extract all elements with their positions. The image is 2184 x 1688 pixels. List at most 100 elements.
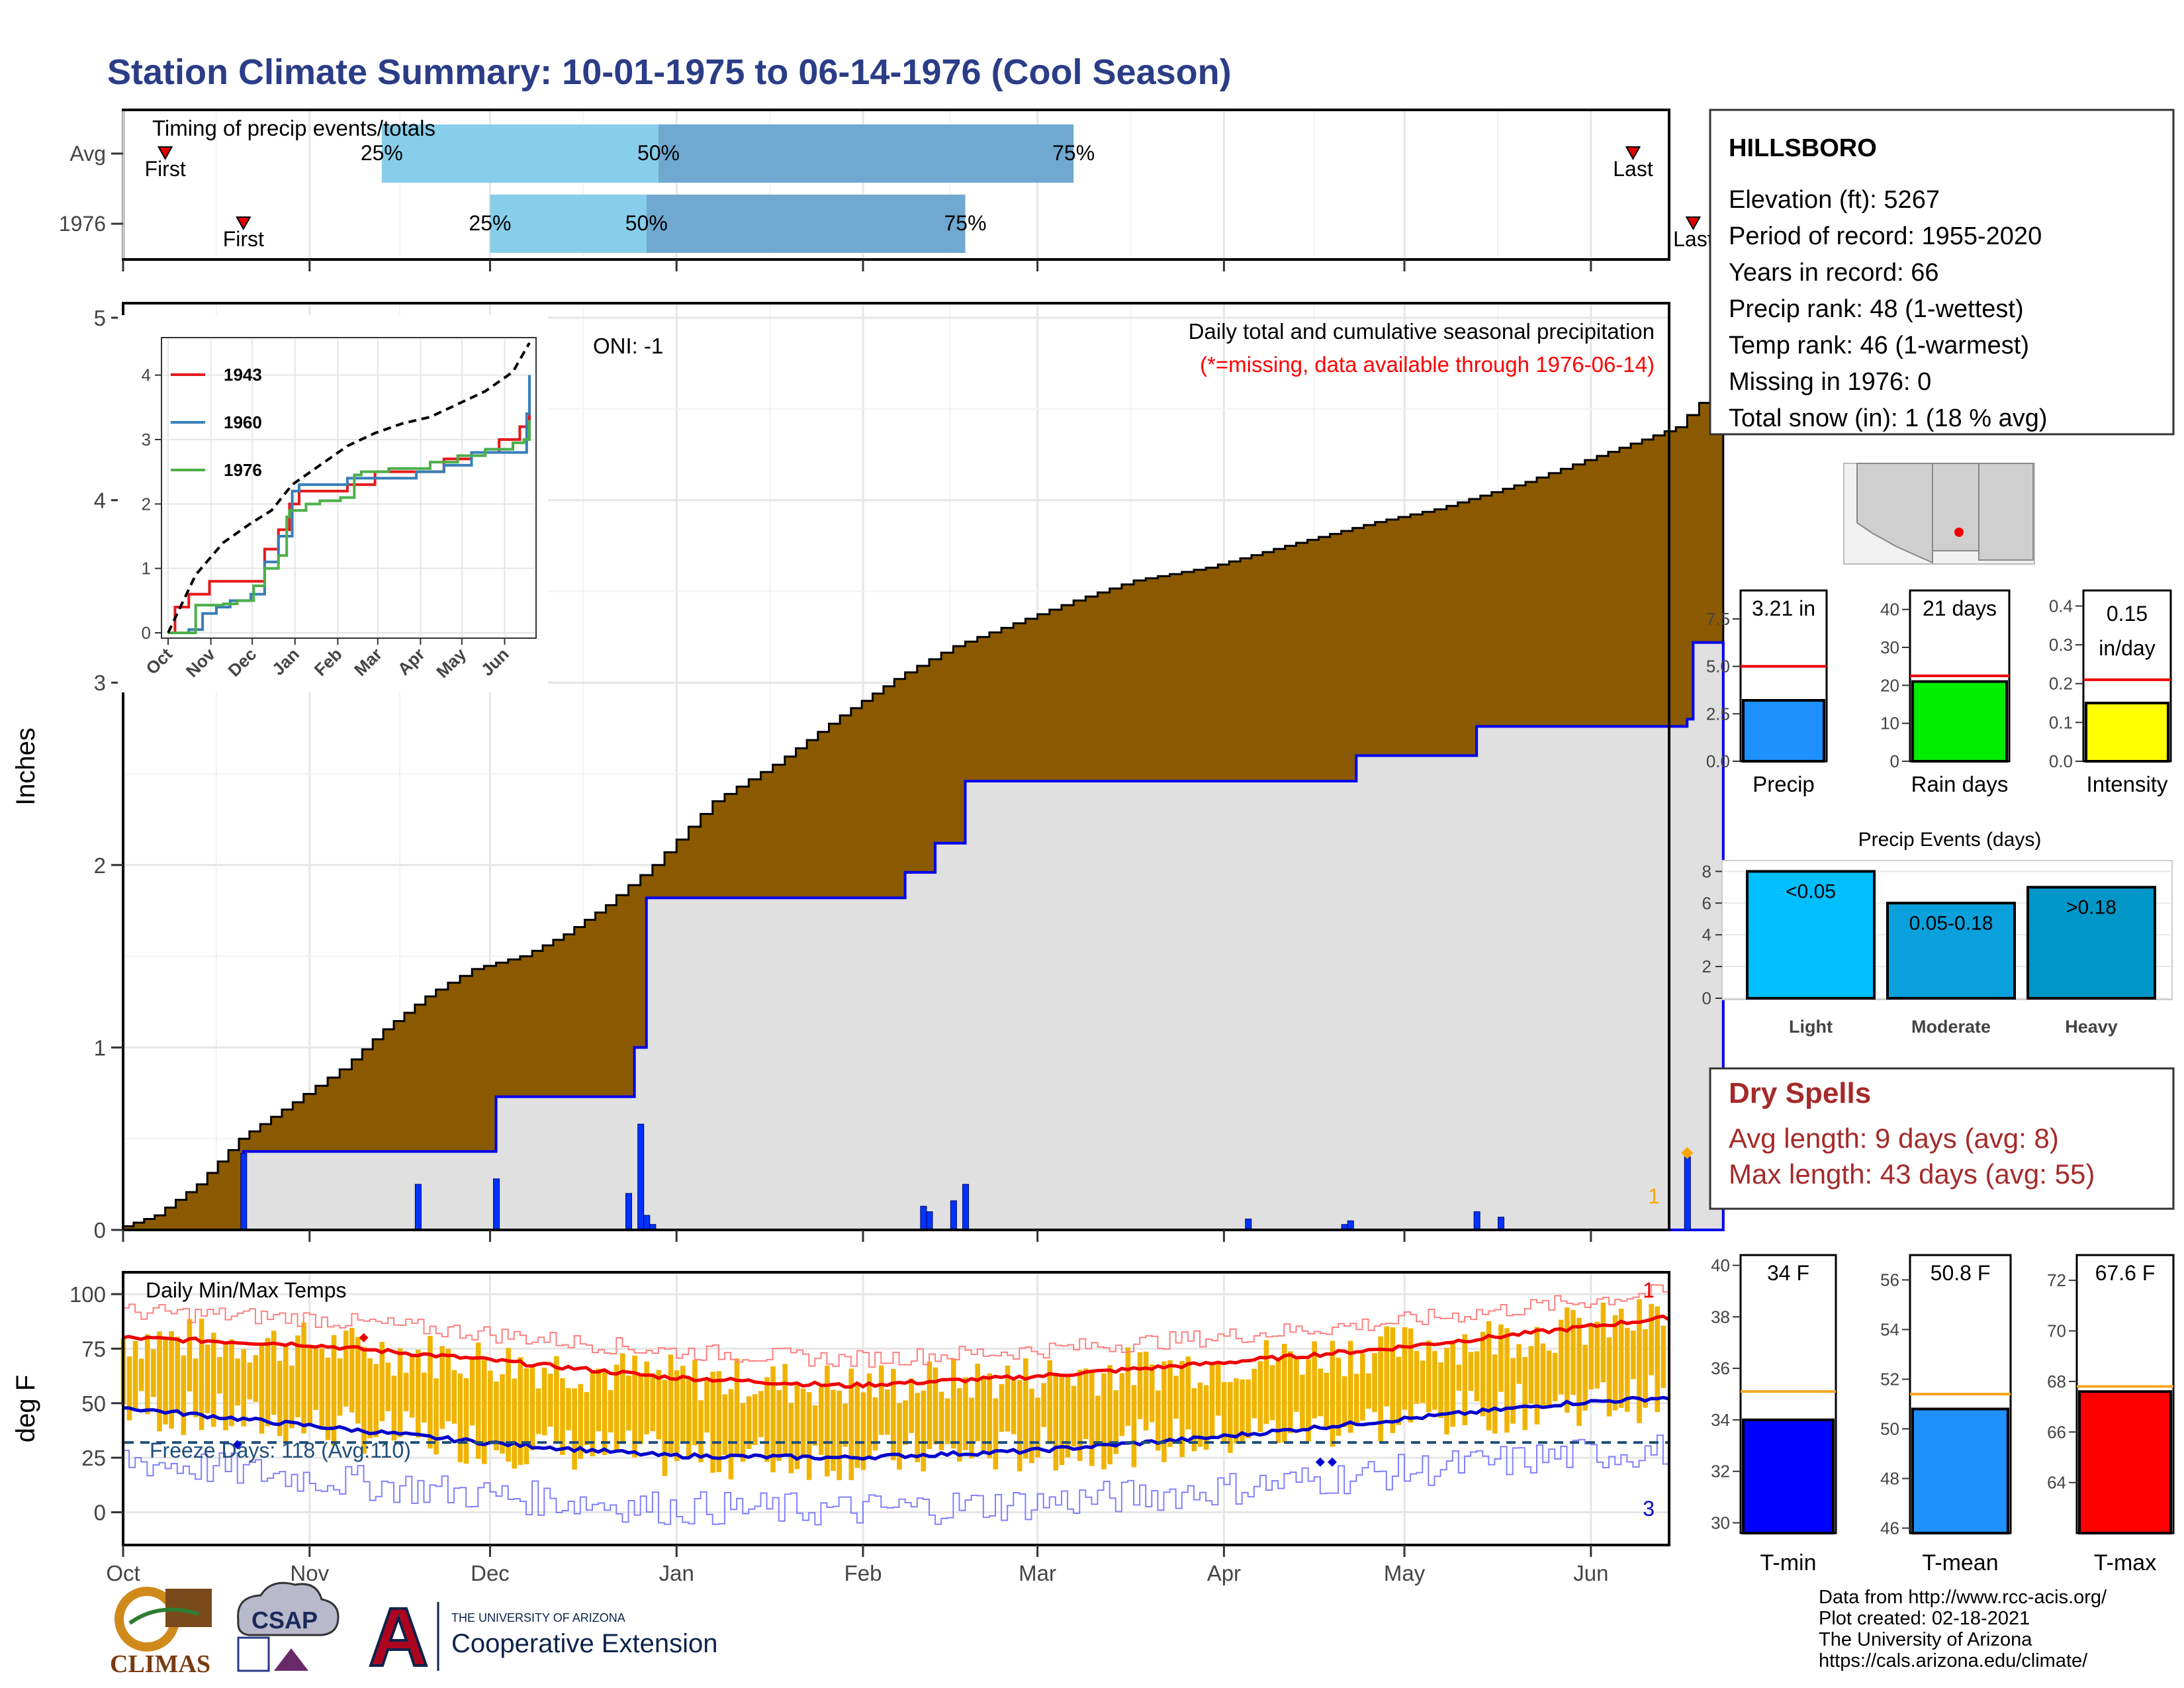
temp-day-bar-134 [927, 1361, 933, 1449]
temp-day-bar-160 [1083, 1368, 1089, 1440]
inset-frame [161, 337, 537, 639]
avg-bar-25-50 [381, 124, 659, 183]
temp-day-bar-87 [644, 1361, 649, 1434]
daily-precip-bar-2 [493, 1178, 500, 1231]
temp-day-bar-149 [1017, 1380, 1023, 1472]
temp-day-bar-190 [1263, 1340, 1269, 1425]
daily-precip-bar-3 [625, 1193, 633, 1231]
temp-day-bar-171 [1149, 1364, 1155, 1423]
tmin-value: 34 F [1767, 1261, 1809, 1285]
temp-day-bar-1 [126, 1356, 132, 1421]
temp-xtick-label-3: Jan [659, 1561, 694, 1585]
temp-day-bar-247 [1606, 1337, 1612, 1417]
temp-day-bar-42 [373, 1364, 379, 1437]
temp-day-bar-74 [566, 1387, 571, 1430]
temp-day-bar-223 [1462, 1334, 1468, 1425]
events-category-label-2: Heavy [2065, 1017, 2118, 1037]
mr-ytick-label-2: 20 [1880, 675, 1899, 695]
temp-day-bar-204 [1347, 1340, 1353, 1433]
events-bar-0 [1746, 870, 1876, 1000]
temp-day-bar-30 [301, 1322, 306, 1434]
tmin-chart: 30 32 34 36 38 40 34 F T-min [1711, 1254, 1837, 1575]
temp-day-bar-75 [572, 1388, 577, 1470]
page-title: Station Climate Summary: 10-01-1975 to 0… [107, 52, 1232, 92]
mp-ytick-label-3: 7.5 [1706, 609, 1730, 629]
temp-day-bar-219 [1438, 1362, 1443, 1419]
temp-day-bar-8 [169, 1331, 174, 1429]
tm-ytick-label-0: 46 [1880, 1519, 1899, 1538]
temp-day-bar-11 [187, 1319, 193, 1391]
tmax-value: 67.6 F [2095, 1261, 2156, 1285]
climas-logo-swoosh [128, 1607, 199, 1625]
temp-day-bar-33 [319, 1348, 325, 1430]
temp-day-bar-25 [271, 1331, 277, 1415]
temp-day-bar-198 [1312, 1341, 1317, 1419]
temp-day-bar-224 [1468, 1352, 1474, 1391]
temp-day-bar-135 [933, 1367, 938, 1445]
inset-grid [163, 339, 535, 637]
temp-day-bar-145 [993, 1398, 999, 1470]
temp-day-bar-23 [259, 1344, 265, 1434]
temp-day-bar-165 [1113, 1390, 1118, 1454]
temp-day-bar-82 [614, 1364, 619, 1452]
missing-note: (*=missing, data available through 1976-… [1200, 352, 1655, 377]
temp-day-bar-228 [1492, 1354, 1498, 1434]
tmin-xlabel: T-min [1760, 1550, 1817, 1575]
events-ytick-label-1: 2 [1702, 957, 1711, 976]
temp-day-bar-108 [770, 1366, 776, 1473]
y1976-bar-50-75 [646, 195, 966, 253]
temp-day-bar-71 [547, 1374, 553, 1427]
precip-subtitle: Daily total and cumulative seasonal prec… [1189, 319, 1655, 344]
temp-day-bar-85 [632, 1355, 637, 1458]
temp-day-bar-127 [884, 1389, 890, 1435]
tmax-bar [2078, 1390, 2172, 1535]
events-bar-label-2: >0.18 [2066, 896, 2116, 918]
temp-day-bar-244 [1588, 1326, 1594, 1389]
mr-ytick-label-4: 40 [1880, 600, 1899, 620]
temp-day-bar-157 [1065, 1374, 1071, 1458]
events-bar-label-1: 0.05-0.18 [1909, 912, 1993, 934]
mr-ytick-label-1: 10 [1880, 714, 1899, 733]
inset-legend-label-1: 1960 [224, 412, 262, 432]
temp-day-bar-220 [1444, 1348, 1449, 1435]
temp-day-bar-162 [1095, 1395, 1101, 1447]
record-min-line [123, 1434, 1670, 1526]
temp-day-bar-231 [1510, 1358, 1516, 1424]
inset-series-3 [167, 342, 531, 633]
temp-day-bar-64 [506, 1348, 511, 1462]
temp-day-bar-31 [307, 1348, 312, 1426]
daily-precip-bar-8 [926, 1211, 933, 1231]
temp-day-bar-70 [541, 1368, 547, 1436]
avg-p50-label: 50% [637, 141, 680, 165]
temp-day-bar-95 [692, 1360, 698, 1446]
temp-day-bar-117 [825, 1366, 830, 1477]
timing-row-avg-label: Avg [69, 142, 106, 165]
tn-ytick-label-1: 32 [1711, 1462, 1730, 1481]
mini-rain-bar [1911, 680, 2008, 763]
temp-day-bar-121 [848, 1368, 854, 1480]
mini-rain-xlabel: Rain days [1911, 772, 2009, 796]
temp-day-bar-114 [806, 1392, 812, 1480]
temp-day-bar-123 [860, 1392, 866, 1470]
ua-logo: THE UNIVERSITY OF ARIZONA Cooperative Ex… [369, 1602, 717, 1671]
station-line-4: Temp rank: 46 (1-warmest) [1729, 332, 2029, 359]
tmean-xlabel: T-mean [1922, 1550, 1998, 1575]
temp-xtick-label-8: Jun [1573, 1561, 1608, 1585]
tmean-chart: 46 48 50 52 54 56 50.8 F T-mean [1880, 1254, 2012, 1575]
temp-day-bar-28 [289, 1365, 295, 1429]
temp-xtick-label-4: Feb [844, 1561, 882, 1585]
percentile-precip-area [123, 641, 1725, 1231]
temp-day-bar-202 [1336, 1357, 1342, 1436]
temp-day-bar-152 [1035, 1397, 1040, 1458]
temp-day-bar-140 [963, 1377, 968, 1450]
temp-day-bar-90 [662, 1380, 668, 1476]
footer-line-2: The University of Arizona [1819, 1629, 2032, 1650]
station-location-marker [1954, 528, 1964, 537]
temp-day-bar-195 [1294, 1358, 1299, 1412]
daily-precip-bar-16 [1684, 1156, 1691, 1231]
temp-day-bar-211 [1390, 1327, 1396, 1433]
mini-intensity-value: 0.15 [2107, 602, 2148, 626]
temp-day-bar-173 [1161, 1361, 1167, 1462]
footer-line-3: https://cals.arizona.edu/climate/ [1819, 1650, 2088, 1671]
temp-day-bar-17 [223, 1344, 228, 1430]
